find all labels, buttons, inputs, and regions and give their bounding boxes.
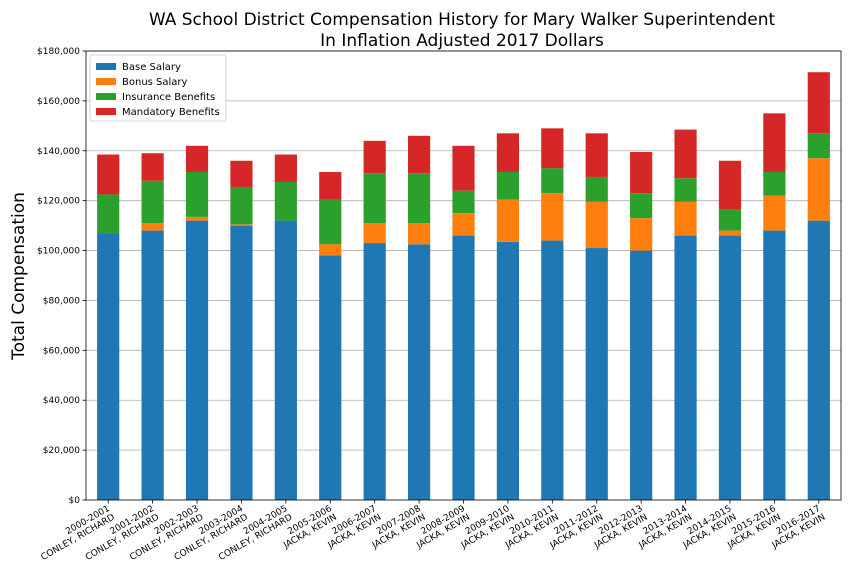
y-tick-label: $160,000 — [37, 97, 80, 107]
bar-segment — [585, 248, 608, 500]
bar-segment — [674, 201, 697, 236]
y-tick-label: $0 — [69, 496, 81, 506]
bar-segment — [319, 255, 342, 500]
bar-segment — [763, 113, 786, 172]
bar-segment — [452, 145, 475, 191]
bar-segment — [230, 224, 253, 226]
bar-segment — [363, 140, 386, 174]
bar-segment — [674, 235, 697, 501]
y-tick-label: $100,000 — [37, 247, 80, 257]
bar-segment — [541, 128, 564, 169]
bar-segment — [496, 241, 520, 500]
legend-swatch — [96, 78, 116, 85]
bar-segment — [763, 171, 786, 196]
bar-segment — [718, 235, 742, 501]
y-axis-label: Total Compensation — [9, 192, 29, 361]
bar-segment — [674, 178, 697, 202]
bar-segment — [363, 173, 386, 224]
chart-title: WA School District Compensation History … — [149, 10, 776, 51]
y-tick-label: $80,000 — [43, 296, 80, 306]
y-tick-label: $120,000 — [37, 197, 80, 207]
bar-segment — [452, 213, 475, 236]
bar-segment — [763, 230, 786, 500]
bar-segment — [141, 180, 164, 224]
bars — [97, 72, 830, 501]
bar-segment — [807, 133, 830, 159]
bar-segment — [718, 160, 742, 210]
bar-segment — [496, 171, 520, 200]
legend-swatch — [96, 108, 116, 115]
bar-segment — [541, 193, 564, 241]
y-tick-label: $40,000 — [43, 396, 80, 406]
bar-segment — [230, 160, 253, 187]
chart-title-line1: WA School District Compensation History … — [149, 10, 776, 30]
bar-segment — [363, 243, 386, 501]
legend: Base Salary Bonus Salary Insurance Benefit… — [89, 54, 227, 122]
bar-segment — [718, 209, 742, 231]
y-tick-label: $180,000 — [37, 47, 80, 57]
y-tick-label: $60,000 — [43, 346, 80, 356]
bar-segment — [585, 176, 608, 202]
bar-segment — [807, 72, 830, 134]
bar-segment — [496, 199, 520, 242]
bar-segment — [585, 133, 608, 177]
bar-segment — [363, 223, 386, 244]
bar-segment — [185, 171, 209, 217]
bar-segment — [630, 218, 653, 251]
legend-label: Insurance Benefits — [122, 92, 215, 103]
bar-segment — [630, 193, 653, 219]
bar-segment — [319, 199, 342, 245]
bar-segment — [407, 173, 431, 224]
bar-segment — [496, 133, 520, 172]
legend-box — [89, 54, 227, 122]
bar-segment — [141, 153, 164, 181]
bar-segment — [230, 186, 253, 225]
bar-segment — [807, 220, 830, 500]
bar-segment — [97, 154, 120, 195]
bar-segment — [274, 154, 297, 182]
bar-segment — [407, 223, 431, 245]
bar-segment — [674, 129, 697, 179]
bar-segment — [97, 194, 120, 234]
bar-segment — [141, 223, 164, 231]
bar-segment — [141, 230, 164, 500]
legend-label: Base Salary — [122, 62, 181, 73]
bar-segment — [230, 225, 253, 500]
bar-segment — [407, 244, 431, 500]
chart-title-line2: In Inflation Adjusted 2017 Dollars — [320, 31, 604, 51]
bar-segment — [185, 145, 209, 172]
y-ticks: $0 $20,000 $40,000 $60,000 $80,000 $100,000 $1… — [37, 47, 86, 506]
bar-segment — [319, 171, 342, 200]
bar-segment — [185, 216, 209, 221]
bar-segment — [185, 220, 209, 500]
legend-swatch — [96, 93, 116, 100]
bar-segment — [630, 152, 653, 194]
bar-segment — [452, 190, 475, 214]
bar-segment — [807, 158, 830, 221]
bar-segment — [452, 235, 475, 501]
bar-segment — [541, 240, 564, 501]
bar-segment — [718, 230, 742, 236]
bar-segment — [274, 181, 297, 221]
bar-segment — [541, 168, 564, 194]
bar-segment — [763, 195, 786, 231]
bar-segment — [319, 244, 342, 256]
legend-label: Bonus Salary — [122, 77, 188, 88]
legend-label: Mandatory Benefits — [122, 107, 220, 118]
bar-segment — [630, 250, 653, 500]
bar-segment — [407, 135, 431, 174]
legend-swatch — [96, 63, 116, 70]
bar-segment — [585, 201, 608, 249]
y-tick-label: $20,000 — [43, 446, 80, 456]
bar-segment — [97, 233, 120, 500]
bar-segment — [274, 220, 297, 500]
y-tick-label: $140,000 — [37, 147, 80, 157]
